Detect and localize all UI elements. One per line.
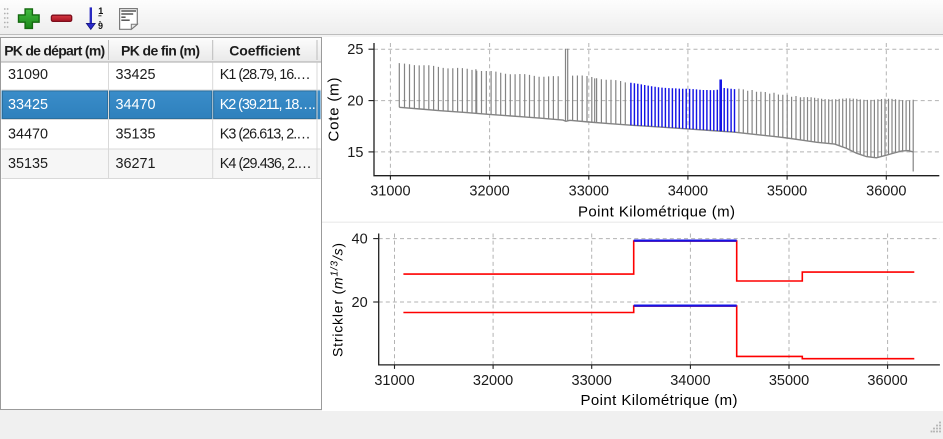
svg-text:34470: 34470 <box>8 127 48 143</box>
svg-text:35135: 35135 <box>8 156 48 172</box>
svg-text:PK de départ (m): PK de départ (m) <box>4 43 105 59</box>
svg-text:K2 (39.211, 18….: K2 (39.211, 18…. <box>220 97 316 113</box>
svg-text:1: 1 <box>98 6 103 16</box>
svg-text:31000: 31000 <box>374 373 414 389</box>
svg-text:PK de fin (m): PK de fin (m) <box>121 43 200 59</box>
svg-text:9: 9 <box>98 21 103 31</box>
svg-text:33000: 33000 <box>572 373 612 389</box>
svg-text:Point Kilométrique (m): Point Kilométrique (m) <box>581 392 738 409</box>
svg-text:34470: 34470 <box>116 97 156 113</box>
svg-text:20: 20 <box>352 295 368 311</box>
svg-text:35000: 35000 <box>767 184 807 200</box>
svg-text:K4 (29.436, 2.…: K4 (29.436, 2.… <box>220 156 312 172</box>
svg-text:Strickler (m1/3/s): Strickler (m1/3/s) <box>330 243 346 357</box>
svg-text:36000: 36000 <box>866 184 906 200</box>
svg-text:Coefficient: Coefficient <box>229 43 300 59</box>
svg-text:33425: 33425 <box>116 67 156 83</box>
svg-text:36271: 36271 <box>116 156 156 172</box>
svg-text:32000: 32000 <box>469 184 509 200</box>
svg-text:32000: 32000 <box>473 373 513 389</box>
svg-text:34000: 34000 <box>668 184 708 200</box>
svg-text:33425: 33425 <box>8 97 48 113</box>
svg-text:40: 40 <box>352 232 368 248</box>
svg-text:K1 (28.79, 16.…: K1 (28.79, 16.… <box>220 67 311 83</box>
svg-text:Point Kilométrique (m): Point Kilométrique (m) <box>578 204 735 221</box>
svg-text:35000: 35000 <box>769 373 809 389</box>
svg-text:36000: 36000 <box>867 373 907 389</box>
svg-text:K3 (26.613, 2.…: K3 (26.613, 2.… <box>220 127 311 143</box>
svg-text:33000: 33000 <box>569 184 609 200</box>
svg-text:31000: 31000 <box>370 184 410 200</box>
svg-text:20: 20 <box>347 94 363 110</box>
svg-text:15: 15 <box>347 145 363 161</box>
svg-text:35135: 35135 <box>116 127 156 143</box>
svg-text:31090: 31090 <box>8 67 48 83</box>
svg-text:Cote (m): Cote (m) <box>326 78 343 142</box>
svg-text:25: 25 <box>347 42 363 58</box>
svg-text:34000: 34000 <box>670 373 710 389</box>
